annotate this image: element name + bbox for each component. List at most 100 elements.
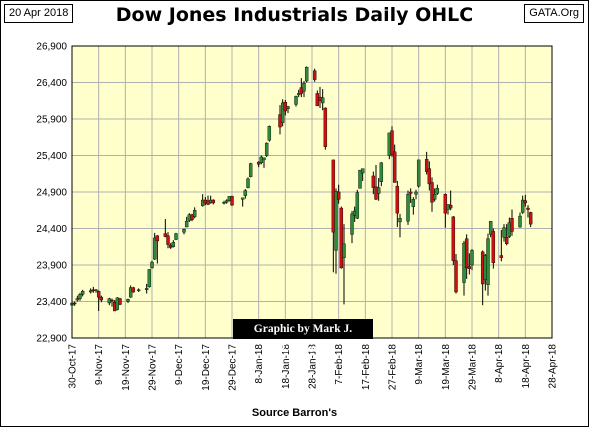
candle-body (334, 191, 338, 251)
x-tick-label: 8-Jan-18 (254, 344, 265, 384)
candle-body (390, 130, 394, 155)
y-tick-label: 25,400 (36, 151, 67, 162)
x-tick-label: 17-Feb-18 (361, 344, 372, 391)
candle-body (398, 218, 402, 223)
candle-body (414, 191, 418, 195)
candle-body (411, 199, 416, 207)
candle-body (296, 93, 301, 96)
x-tick-label: 9-Dec-17 (174, 344, 185, 386)
x-tick-label: 19-Mar-18 (441, 344, 452, 391)
y-tick-label: 26,900 (36, 42, 67, 53)
candle-body (371, 175, 376, 188)
candle-body (88, 290, 93, 293)
candle-body (302, 83, 306, 92)
candle-body (430, 182, 434, 203)
candle-body (75, 298, 80, 301)
candle-body (118, 298, 122, 305)
y-tick-label: 23,400 (36, 297, 67, 308)
candle-body (470, 250, 474, 266)
candle-body (443, 193, 448, 214)
candle-body (240, 197, 245, 200)
candle-body (286, 106, 290, 109)
candle-body (342, 243, 346, 258)
candle-body (488, 220, 493, 235)
candle-body (416, 159, 421, 187)
candle-body (360, 168, 365, 174)
candle-body (467, 266, 472, 269)
candle-body (504, 237, 509, 245)
candle-body (152, 237, 157, 260)
x-tick-label: 18-Apr-18 (521, 344, 532, 389)
candle-body (518, 215, 522, 228)
chart-title: Dow Jones Industrials Daily OHLC (115, 4, 474, 26)
candle-body (224, 200, 229, 203)
candle-body (427, 168, 432, 185)
y-tick-label: 26,400 (36, 78, 67, 89)
x-tick-label: 9-Mar-18 (414, 344, 425, 385)
candle-body (520, 199, 525, 213)
candle-body (182, 229, 186, 233)
candle-body (211, 199, 216, 204)
candle-body (499, 255, 504, 258)
candle-body (376, 187, 381, 194)
candle-body (454, 260, 458, 293)
candle-body (80, 291, 85, 295)
candle-body (294, 96, 298, 105)
x-tick-label: 18-Jan-18 (281, 344, 292, 389)
candle-body (486, 238, 490, 285)
candle-body (502, 227, 506, 238)
candle-body (184, 220, 189, 228)
candle-body (78, 294, 82, 299)
candle-body (523, 200, 528, 204)
x-tick-label: 7-Feb-18 (334, 344, 345, 385)
candle-body (131, 287, 136, 293)
candle-body (526, 207, 530, 210)
candle-body (510, 218, 514, 232)
candle-body (355, 192, 360, 219)
x-tick-label: 19-Nov-17 (121, 344, 132, 391)
candle-body (99, 296, 104, 301)
x-tick-label: 29-Nov-17 (148, 344, 159, 391)
candle-body (128, 287, 133, 298)
candle-body (280, 102, 285, 123)
candle-body (72, 302, 77, 305)
candle-body (96, 291, 101, 298)
source-label: Source Barron's (251, 407, 338, 419)
candle-body (222, 202, 226, 204)
candle-body (163, 233, 168, 237)
candle-body (136, 289, 141, 292)
x-tick-label: 9-Nov-17 (94, 344, 105, 386)
candle-body (264, 142, 269, 156)
y-tick-label: 22,900 (36, 334, 67, 345)
candle-body (243, 190, 248, 196)
candle-body (147, 269, 152, 288)
candle-body (336, 191, 341, 200)
candle-body (192, 210, 197, 218)
candle-body (248, 163, 253, 177)
x-tick-label: 29-Mar-18 (468, 344, 479, 391)
candle-body (246, 178, 250, 188)
candle-body (448, 204, 453, 209)
x-tick-label: 28-Apr-18 (548, 344, 559, 389)
candle-body (174, 233, 178, 240)
candle-body (395, 185, 400, 214)
chart-date: 20 Apr 2018 (4, 4, 74, 23)
candle-body (339, 207, 344, 269)
candle-body (262, 157, 266, 161)
candle-body (464, 238, 469, 269)
candle-body (166, 235, 170, 245)
chart-site: GATA.Org (524, 4, 584, 23)
candle-body (358, 169, 362, 189)
candle-body (435, 188, 440, 194)
candle-body (171, 242, 176, 247)
candle-body (451, 216, 456, 261)
candle-body (126, 299, 130, 302)
candle-body (350, 213, 354, 235)
candle-body (267, 126, 272, 141)
y-tick-label: 23,900 (36, 261, 67, 272)
candle-body (424, 158, 429, 172)
x-tick-label: 28-Jan-18 (308, 344, 319, 389)
candle-body (256, 161, 261, 165)
x-tick-label: 8-Apr-18 (494, 344, 505, 383)
